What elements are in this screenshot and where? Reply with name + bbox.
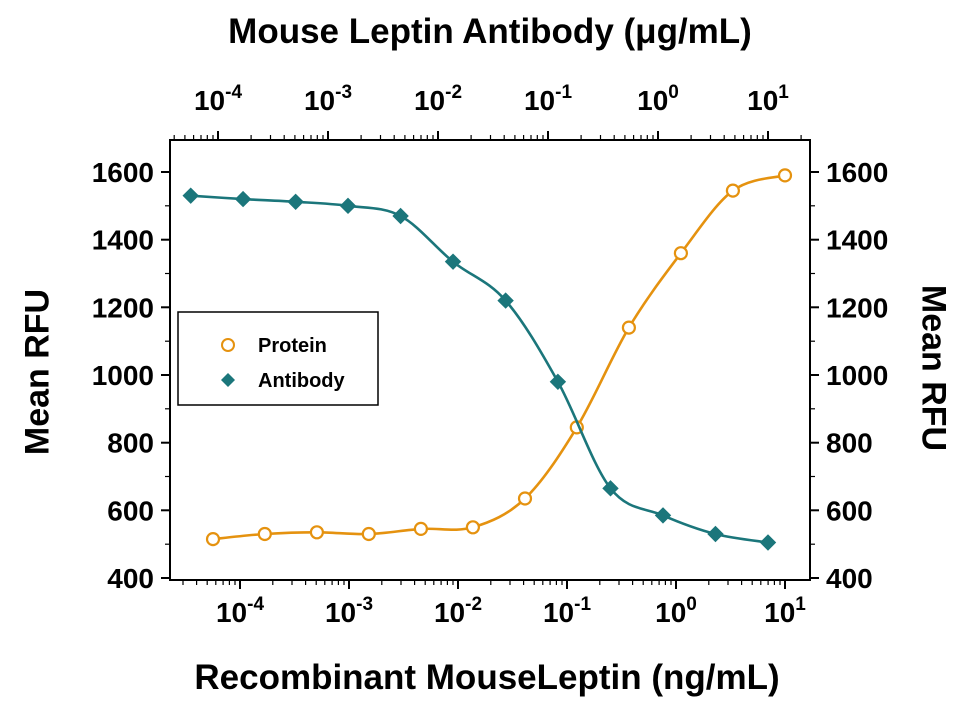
top-tick-label: 101: [747, 82, 789, 116]
protein-point: [309, 525, 324, 540]
protein-point: [621, 320, 637, 335]
antibody-point: [182, 187, 199, 204]
protein-point: [777, 168, 793, 183]
left-tick-label: 1600: [92, 157, 154, 188]
protein-point: [465, 520, 480, 535]
antibody-point: [392, 207, 409, 225]
right-tick-label: 800: [826, 428, 873, 459]
right-tick-label: 400: [826, 563, 873, 594]
left-tick-label: 1000: [92, 360, 154, 391]
legend-label-antibody: Antibody: [258, 370, 346, 392]
top-tick-label: 10-1: [524, 82, 572, 116]
antibody-point: [602, 480, 619, 497]
left-tick-label: 800: [107, 428, 154, 459]
left-tick-label: 1400: [92, 225, 154, 256]
top-tick-label: 10-3: [304, 82, 352, 116]
protein-point: [413, 521, 428, 537]
top-tick-label: 10-4: [194, 82, 242, 116]
left-tick-label: 1200: [92, 292, 154, 323]
antibody-point: [444, 253, 462, 270]
protein-point: [257, 526, 272, 542]
antibody-point: [497, 292, 514, 309]
right-tick-label: 1600: [826, 157, 888, 188]
legend-box: [177, 311, 379, 406]
legend-marker-antibody: [221, 373, 235, 387]
antibody-point: [287, 193, 304, 211]
right-tick-label: 1200: [826, 292, 888, 323]
top-tick-label: 10-2: [414, 82, 462, 116]
legend-marker-protein: [221, 338, 235, 352]
right-tick-label: 600: [826, 495, 873, 526]
left-tick-label: 400: [107, 563, 154, 594]
bottom-tick-label: 100: [655, 594, 697, 628]
left-tick-label: 600: [107, 495, 154, 526]
protein-point: [673, 246, 689, 261]
top-tick-label: 100: [637, 82, 679, 116]
right-tick-label: 1400: [826, 225, 888, 256]
top-axis-title: Mouse Leptin Antibody (μg/mL): [228, 12, 752, 51]
antibody-point: [759, 534, 777, 551]
bottom-axis-title: Recombinant MouseLeptin (ng/mL): [194, 658, 780, 697]
legend-label-protein: Protein: [258, 335, 327, 357]
bottom-tick-label: 10-3: [325, 594, 373, 628]
antibody-point: [549, 373, 567, 391]
antibody-point: [654, 507, 672, 524]
protein-point: [725, 183, 741, 198]
antibody-point: [339, 197, 357, 215]
protein-point: [361, 526, 376, 542]
bottom-tick-label: 101: [764, 594, 806, 628]
protein-point: [205, 531, 221, 547]
antibody-point: [707, 525, 724, 543]
antibody-point: [234, 190, 252, 208]
right-tick-label: 1000: [826, 360, 888, 391]
bottom-tick-label: 10-2: [434, 594, 482, 628]
bottom-tick-label: 10-4: [216, 594, 264, 628]
protein-point: [517, 491, 533, 506]
bottom-tick-label: 10-1: [543, 594, 591, 628]
